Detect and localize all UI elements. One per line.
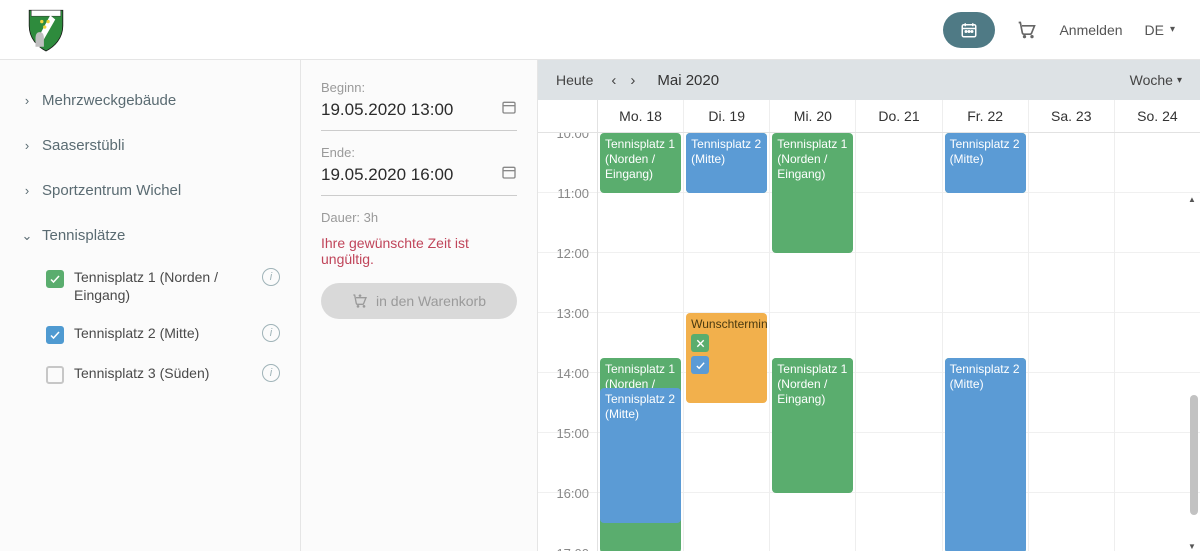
topbar-actions: Anmelden DE ▾: [943, 12, 1175, 48]
category-sidebar: › Mehrzweckgebäude › Saaserstübli › Spor…: [0, 60, 301, 551]
beginn-calendar-icon[interactable]: [501, 99, 517, 120]
day-header-di[interactable]: Di. 19: [684, 100, 770, 132]
info-icon-tennisplatz-1[interactable]: i: [262, 268, 280, 286]
tennisplatz-2-event-12[interactable]: Tennisplatz 2 (Mitte): [945, 358, 1026, 551]
sidebar-item-tennisplatz-1[interactable]: Tennisplatz 1 (Norden / Eingang) i: [20, 258, 280, 314]
day-column-2[interactable]: Tennisplatz 1 (Norden / Eingang) Tennispl…: [770, 133, 856, 551]
calendar-grid[interactable]: Mo. 18 Di. 19 Mi. 20 Do. 21 Fr. 22 Sa. 2…: [538, 100, 1200, 551]
info-icon-tennisplatz-2[interactable]: i: [262, 324, 280, 342]
sidebar-section-mehrzweckgebaude[interactable]: › Mehrzweckgebäude: [20, 78, 280, 123]
tennisplatz-2-event-5[interactable]: Tennisplatz 2 (Mitte): [945, 133, 1026, 193]
chevron-down-icon: ⌄: [20, 228, 34, 244]
language-dropdown[interactable]: DE ▾: [1145, 22, 1175, 38]
time-label-10:00: 10:00: [538, 133, 597, 193]
day-header-do[interactable]: Do. 21: [856, 100, 942, 132]
checkbox-tennisplatz-1[interactable]: [46, 270, 64, 288]
main-content: › Mehrzweckgebäude › Saaserstübli › Spor…: [0, 60, 1200, 551]
calendar-area: Heute ‹ › Mai 2020 Woche ▾ Mo. 18 Di. 19…: [538, 60, 1200, 551]
sidebar-item-tennisplatz-2[interactable]: Tennisplatz 2 (Mitte) i: [20, 314, 280, 354]
day-column-5[interactable]: [1029, 133, 1115, 551]
sidebar-section-saaserstuebli[interactable]: › Saaserstübli: [20, 123, 280, 168]
time-label-16:00: 16:00: [538, 493, 597, 551]
prev-week-button[interactable]: ‹: [611, 72, 616, 89]
booking-details-panel: Beginn: 19.05.2020 13:00 Ende: 19.05.202…: [301, 60, 538, 551]
municipality-logo: [25, 5, 70, 55]
wunschtermin-accept-icon[interactable]: [691, 356, 709, 374]
wunschtermin-reject-icon[interactable]: [691, 334, 709, 352]
chevron-right-icon: ›: [20, 138, 34, 153]
topbar: Anmelden DE ▾: [0, 0, 1200, 60]
day-column-4[interactable]: Tennisplatz 1 (Norden / Eingang)Tennispl…: [943, 133, 1029, 551]
time-label-15:00: 15:00: [538, 433, 597, 493]
time-label-12:00: 12:00: [538, 253, 597, 313]
calendar-view-button[interactable]: [943, 12, 995, 48]
month-label: Mai 2020: [657, 72, 719, 89]
wunschtermin-event-8[interactable]: Wunschtermin: [686, 313, 767, 403]
tennisplatz-2-event-2[interactable]: Tennisplatz 2 (Mitte): [686, 133, 767, 193]
scroll-down-arrow[interactable]: ▼: [1187, 542, 1197, 551]
sidebar-section-sportzentrum-wichel[interactable]: › Sportzentrum Wichel: [20, 168, 280, 213]
add-to-cart-button[interactable]: in den Warenkorb: [321, 283, 517, 319]
chevron-right-icon: ›: [20, 93, 34, 108]
sidebar-item-tennisplatz-3[interactable]: Tennisplatz 3 (Süden) i: [20, 354, 280, 394]
calendar-toolbar: Heute ‹ › Mai 2020 Woche ▾: [538, 60, 1200, 100]
info-icon-tennisplatz-3[interactable]: i: [262, 364, 280, 382]
checkbox-tennisplatz-2[interactable]: [46, 326, 64, 344]
calendar-scrollbar[interactable]: ▲ ▼: [1188, 195, 1198, 551]
checkbox-tennisplatz-3[interactable]: [46, 366, 64, 384]
heute-button[interactable]: Heute: [556, 72, 593, 88]
next-week-button[interactable]: ›: [630, 72, 635, 89]
tennisplatz-1-event-0[interactable]: Tennisplatz 1 (Norden / Eingang): [600, 133, 681, 193]
day-column-0[interactable]: Tennisplatz 1 (Norden / Eingang) Tennispl…: [598, 133, 684, 551]
tennisplatz-2-event-7[interactable]: Tennisplatz 2 (Mitte): [600, 388, 681, 523]
scroll-up-arrow[interactable]: ▲: [1187, 195, 1197, 204]
sidebar-section-tennisplaetze[interactable]: ⌄ Tennisplätze: [20, 213, 280, 258]
chevron-down-icon: ▾: [1177, 75, 1182, 86]
scroll-thumb[interactable]: [1190, 395, 1198, 515]
chevron-right-icon: ›: [20, 183, 34, 198]
time-label-11:00: 11:00: [538, 193, 597, 253]
day-header-fr[interactable]: Fr. 22: [943, 100, 1029, 132]
tennisplatz-1-event-10[interactable]: Tennisplatz 1 (Norden / Eingang): [772, 358, 853, 433]
day-header-so[interactable]: So. 24: [1115, 100, 1200, 132]
day-header-sa[interactable]: Sa. 23: [1029, 100, 1115, 132]
cart-icon-button[interactable]: [1017, 20, 1037, 40]
day-header-mi[interactable]: Mi. 20: [770, 100, 856, 132]
tennisplatz-1-event-3[interactable]: Tennisplatz 1 (Norden / Eingang): [772, 133, 853, 253]
day-header-mo[interactable]: Mo. 18: [598, 100, 684, 132]
anmelden-button[interactable]: Anmelden: [1059, 22, 1122, 38]
day-column-3[interactable]: Tennisplatz 1 (Norden / Eingang)Tennispl…: [856, 133, 942, 551]
ende-calendar-icon[interactable]: [501, 164, 517, 185]
time-label-14:00: 14:00: [538, 373, 597, 433]
chevron-down-icon: ▾: [1170, 24, 1175, 35]
ende-input[interactable]: 19.05.2020 16:00: [321, 165, 453, 185]
view-mode-dropdown[interactable]: Woche ▾: [1130, 72, 1182, 88]
beginn-input[interactable]: 19.05.2020 13:00: [321, 100, 453, 120]
day-column-1[interactable]: Tennisplatz 1 (Norden / Eingang)Tennispl…: [684, 133, 770, 551]
time-label-13:00: 13:00: [538, 313, 597, 373]
